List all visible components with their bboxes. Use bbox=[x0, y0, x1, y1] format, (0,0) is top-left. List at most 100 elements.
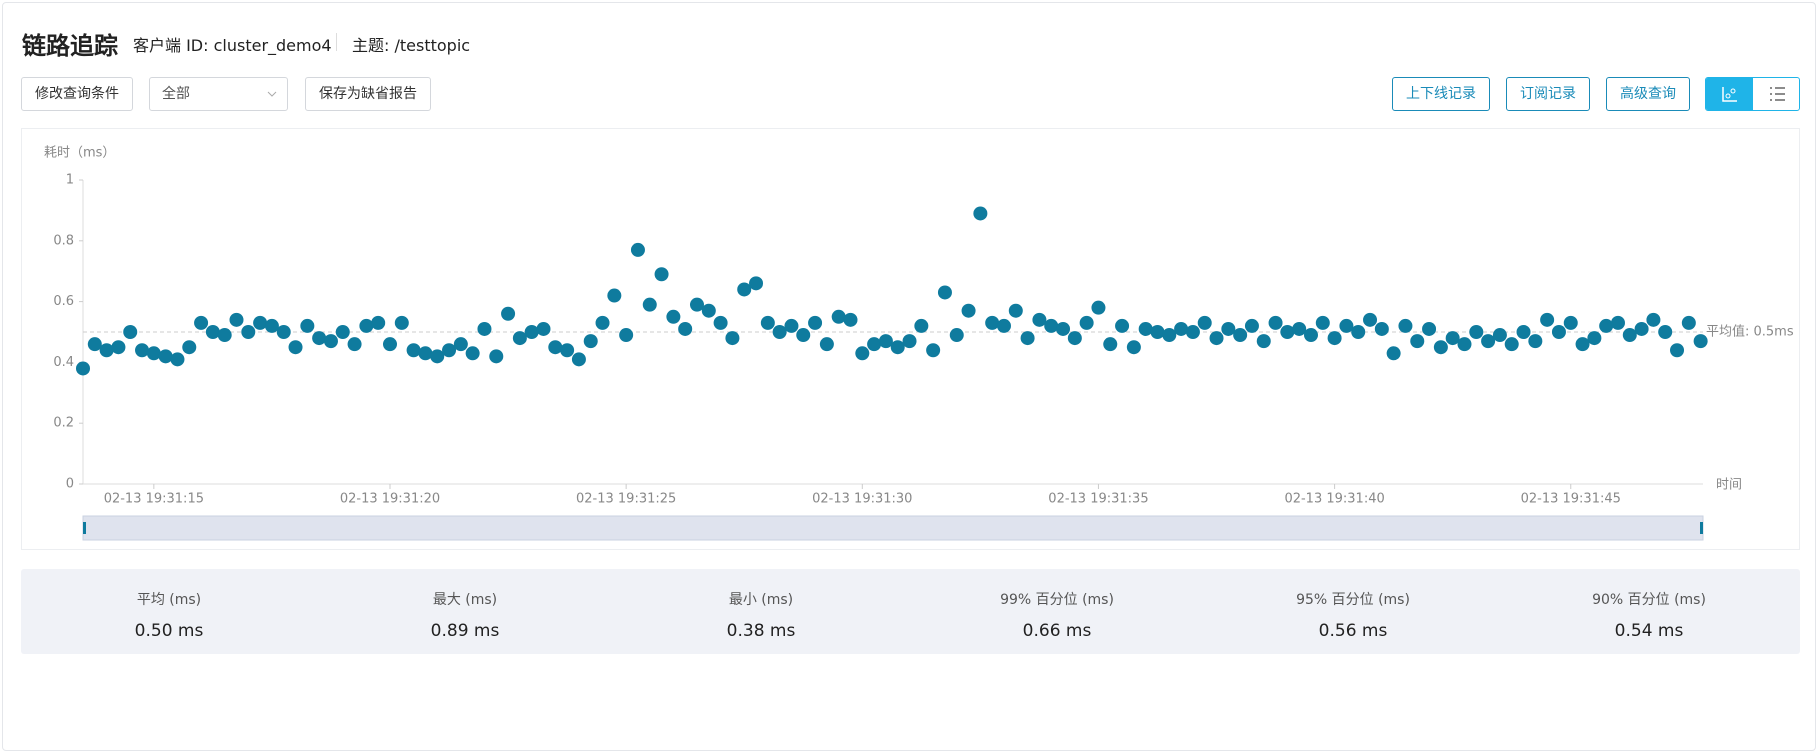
point bbox=[382, 337, 397, 352]
stat-value: 0.38 ms bbox=[726, 621, 796, 641]
point bbox=[170, 352, 185, 367]
point bbox=[808, 315, 823, 330]
filter-select[interactable]: 全部 bbox=[149, 77, 288, 111]
y-tick-label: 0.2 bbox=[53, 416, 74, 431]
stat: 90% 百分位 (ms) 0.54 ms bbox=[1501, 569, 1797, 641]
point bbox=[689, 297, 704, 312]
point bbox=[1197, 315, 1212, 330]
point bbox=[1020, 331, 1035, 346]
point bbox=[1658, 325, 1673, 339]
point bbox=[666, 309, 681, 324]
zoom-handle-right bbox=[1700, 522, 1703, 534]
point bbox=[583, 334, 598, 349]
point bbox=[1079, 315, 1094, 330]
point bbox=[784, 318, 799, 333]
stat-label: 99% 百分位 (ms) bbox=[1000, 592, 1114, 608]
y-tick-label: 0.4 bbox=[53, 355, 74, 370]
point bbox=[1150, 325, 1165, 339]
stat-label: 最小 (ms) bbox=[728, 592, 794, 608]
point bbox=[985, 315, 1000, 330]
save-report-button[interactable]: 保存为缺省报告 bbox=[305, 77, 431, 111]
x-tick-label: 02-13 19:31:45 bbox=[1521, 492, 1621, 507]
point bbox=[855, 346, 870, 361]
point bbox=[560, 343, 575, 358]
point bbox=[489, 349, 504, 364]
point bbox=[1339, 318, 1354, 333]
point bbox=[524, 325, 539, 339]
point bbox=[926, 343, 941, 358]
point bbox=[1327, 331, 1342, 346]
point bbox=[477, 321, 492, 336]
chart-panel: 耗时（ms） 0 0.2 0.4 0.6 0.8 1 02-13 19:31:15 02-13 … bbox=[21, 128, 1800, 550]
point bbox=[1268, 315, 1283, 330]
point bbox=[902, 334, 917, 349]
point bbox=[1398, 318, 1413, 333]
subscribe-records-button[interactable]: 订阅记录 bbox=[1506, 77, 1590, 111]
point bbox=[654, 267, 669, 282]
point bbox=[335, 325, 350, 339]
point bbox=[937, 285, 952, 300]
stat: 平均 (ms) 0.50 ms bbox=[21, 569, 317, 641]
point bbox=[713, 315, 728, 330]
point bbox=[1315, 315, 1330, 330]
edit-query-button[interactable]: 修改查询条件 bbox=[21, 77, 133, 111]
point bbox=[878, 334, 893, 349]
point bbox=[312, 331, 327, 346]
point bbox=[241, 325, 256, 339]
stat-value: 0.54 ms bbox=[1614, 621, 1684, 641]
point bbox=[1008, 303, 1023, 318]
point bbox=[996, 318, 1011, 333]
point bbox=[725, 331, 740, 346]
point bbox=[229, 312, 244, 327]
point bbox=[1693, 334, 1708, 349]
point bbox=[418, 346, 433, 361]
point bbox=[1563, 315, 1578, 330]
point bbox=[453, 337, 468, 352]
point bbox=[1091, 300, 1106, 315]
chart-view-button[interactable] bbox=[1706, 78, 1753, 110]
stat-label: 最大 (ms) bbox=[432, 592, 498, 608]
point bbox=[1410, 334, 1425, 349]
x-tick-label: 02-13 19:31:35 bbox=[1048, 492, 1148, 507]
point bbox=[1504, 337, 1519, 352]
point bbox=[1280, 325, 1295, 339]
x-tick-label: 02-13 19:31:40 bbox=[1284, 492, 1384, 507]
point bbox=[87, 337, 102, 352]
point bbox=[961, 303, 976, 318]
point bbox=[99, 343, 114, 358]
point bbox=[949, 328, 964, 343]
client-id: 客户端 ID: cluster_demo4 bbox=[133, 36, 332, 55]
list-icon bbox=[1770, 87, 1785, 101]
point bbox=[371, 315, 386, 330]
point bbox=[217, 328, 232, 343]
point bbox=[123, 325, 138, 339]
point bbox=[182, 340, 197, 355]
point bbox=[1363, 312, 1378, 327]
stat-label: 95% 百分位 (ms) bbox=[1296, 592, 1410, 608]
divider bbox=[336, 33, 337, 51]
point bbox=[678, 321, 693, 336]
point bbox=[642, 297, 657, 312]
point bbox=[1528, 334, 1543, 349]
point bbox=[607, 288, 622, 303]
list-view-button[interactable] bbox=[1753, 78, 1799, 110]
point bbox=[1670, 343, 1685, 358]
online-records-button[interactable]: 上下线记录 bbox=[1392, 77, 1490, 111]
point bbox=[394, 315, 409, 330]
point bbox=[973, 206, 988, 221]
chart-icon bbox=[1722, 87, 1737, 102]
select-arrow bbox=[267, 91, 277, 97]
point bbox=[760, 315, 775, 330]
point bbox=[1551, 325, 1566, 339]
point bbox=[1351, 325, 1366, 339]
x-tick-label: 02-13 19:31:15 bbox=[104, 492, 204, 507]
point bbox=[276, 325, 291, 339]
point bbox=[1162, 328, 1177, 343]
average-label: 平均值: 0.5ms bbox=[1706, 324, 1794, 340]
point bbox=[1115, 318, 1130, 333]
advanced-query-button[interactable]: 高级查询 bbox=[1606, 77, 1690, 111]
point bbox=[1681, 315, 1696, 330]
point bbox=[1303, 328, 1318, 343]
point bbox=[571, 352, 586, 367]
